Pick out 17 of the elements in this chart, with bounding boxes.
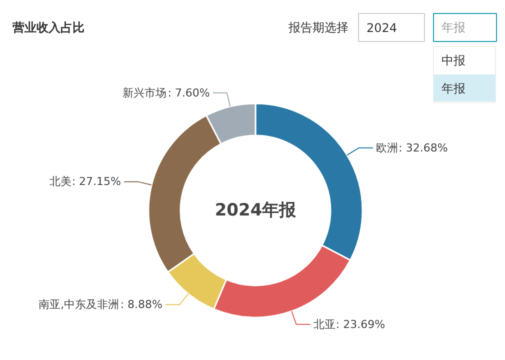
slice-label: 新兴市场 bbox=[122, 86, 166, 100]
text: 年报 bbox=[442, 82, 466, 96]
data-label: : 32.68% bbox=[398, 141, 448, 154]
slice-label: 北美 bbox=[49, 175, 72, 188]
text: 2024年报 bbox=[214, 200, 298, 220]
text: 中报 bbox=[442, 54, 466, 68]
text: 年报 bbox=[442, 20, 466, 34]
text: 报告期选择 bbox=[288, 20, 348, 34]
chart-title: 营业收入占比 bbox=[12, 20, 84, 34]
slice-label: 欧洲 bbox=[376, 141, 398, 154]
slice-label: 北亚 bbox=[313, 318, 336, 331]
data-label: : 27.15% bbox=[72, 175, 121, 188]
text: 2024 bbox=[366, 21, 398, 35]
data-label: : 7.60% bbox=[168, 86, 210, 100]
data-label: : 23.69% bbox=[336, 318, 386, 331]
slice-label: 南亚,中东及非洲 bbox=[38, 298, 120, 312]
data-label: : 8.88% bbox=[120, 298, 162, 312]
